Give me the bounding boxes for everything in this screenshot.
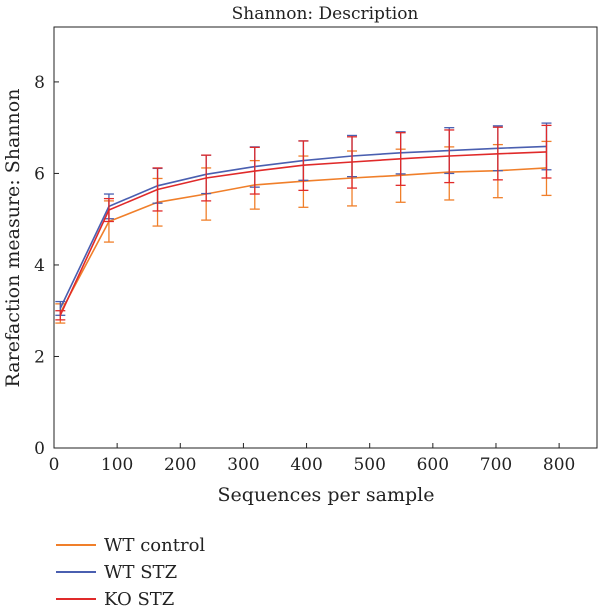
x-tick-label: 200 bbox=[164, 455, 196, 475]
series-layer bbox=[55, 122, 552, 324]
legend-label: KO STZ bbox=[104, 589, 174, 610]
x-axis-label: Sequences per sample bbox=[218, 484, 435, 506]
series-line bbox=[59, 151, 547, 316]
y-tick-label: 4 bbox=[34, 256, 45, 276]
y-axis: 0 2 4 6 8 bbox=[34, 73, 59, 459]
legend: WT control WT STZ KO STZ bbox=[56, 535, 205, 610]
y-tick-label: 0 bbox=[34, 439, 45, 459]
series-ko-stz bbox=[55, 124, 552, 321]
legend-label: WT control bbox=[104, 535, 205, 556]
y-tick-label: 8 bbox=[34, 73, 45, 93]
x-tick-label: 100 bbox=[101, 455, 133, 475]
x-tick-label: 700 bbox=[480, 455, 512, 475]
x-axis: 0 100 200 300 400 500 600 700 800 bbox=[49, 443, 575, 475]
x-tick-label: 0 bbox=[49, 455, 60, 475]
y-tick-label: 6 bbox=[34, 164, 45, 184]
chart-title: Shannon: Description bbox=[232, 4, 419, 24]
y-axis-label: Rarefaction measure: Shannon bbox=[2, 89, 24, 388]
x-tick-label: 600 bbox=[417, 455, 449, 475]
legend-label: WT STZ bbox=[104, 562, 177, 583]
x-tick-label: 500 bbox=[353, 455, 385, 475]
x-tick-label: 800 bbox=[543, 455, 575, 475]
plot-frame bbox=[53, 26, 598, 449]
x-tick-label: 300 bbox=[227, 455, 259, 475]
y-tick-label: 2 bbox=[34, 347, 45, 367]
x-tick-label: 400 bbox=[290, 455, 322, 475]
